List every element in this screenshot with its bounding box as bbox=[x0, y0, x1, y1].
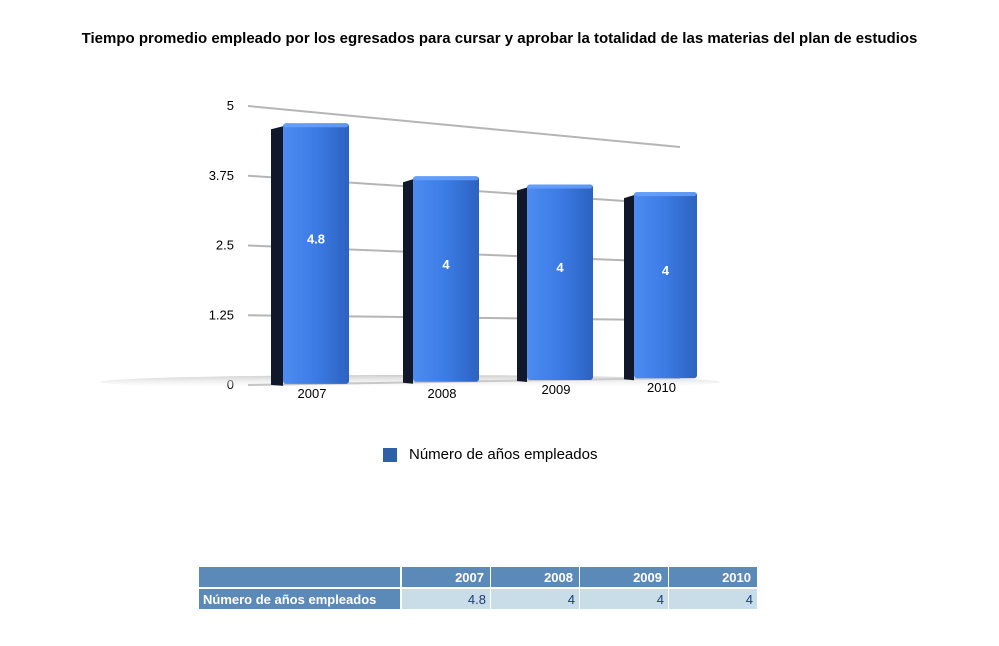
data-table: 2007 2008 2009 2010 Número de años emple… bbox=[199, 567, 758, 609]
bar-side bbox=[403, 179, 413, 384]
bar-side bbox=[624, 195, 634, 381]
x-tick-label: 2008 bbox=[428, 386, 457, 401]
bar-2009: 4 bbox=[517, 184, 593, 382]
bar-side bbox=[517, 187, 527, 382]
legend-label: Número de años empleados bbox=[409, 446, 598, 463]
chart-title: Tiempo promedio empleado por los egresad… bbox=[81, 30, 918, 47]
bar-front bbox=[413, 176, 479, 382]
bar-2007: 4.8 bbox=[271, 123, 349, 386]
table-row-label: Número de años empleados bbox=[199, 587, 402, 609]
table-cell-2009: 4 bbox=[579, 587, 669, 609]
gridline bbox=[247, 105, 681, 148]
bar-top bbox=[635, 192, 696, 197]
data-label: 4 bbox=[556, 260, 564, 275]
bar-top bbox=[284, 123, 348, 128]
data-label: 4.8 bbox=[307, 232, 325, 247]
x-tick-label: 2009 bbox=[542, 382, 571, 397]
y-tick-label: 5 bbox=[227, 98, 234, 113]
table-header-row: 2007 2008 2009 2010 bbox=[199, 567, 758, 588]
table-header-2008: 2008 bbox=[490, 567, 580, 588]
table-row: Número de años empleados 4.8 4 4 4 bbox=[199, 587, 758, 609]
table-cell-2008: 4 bbox=[490, 587, 580, 609]
x-tick-label: 2010 bbox=[647, 380, 676, 395]
bar-front bbox=[634, 192, 697, 379]
table-header-2007: 2007 bbox=[401, 567, 491, 588]
data-label: 4 bbox=[662, 263, 670, 278]
bar-2008: 4 bbox=[403, 176, 479, 384]
bar-front bbox=[527, 184, 593, 380]
table-cell-2010: 4 bbox=[668, 587, 758, 609]
table-corner bbox=[199, 567, 402, 588]
y-tick-label: 2.5 bbox=[216, 238, 234, 253]
bar-front bbox=[283, 123, 349, 384]
chart-legend: Número de años empleados bbox=[383, 446, 597, 463]
table-cell-2007: 4.8 bbox=[401, 587, 491, 609]
bar-top bbox=[414, 176, 478, 181]
data-label: 4 bbox=[442, 257, 450, 272]
bar-side bbox=[271, 126, 283, 386]
y-tick-label: 1.25 bbox=[209, 307, 234, 322]
bar-2010: 4 bbox=[624, 192, 697, 381]
bar-top bbox=[528, 184, 592, 189]
table-header-2010: 2010 bbox=[668, 567, 758, 588]
legend-swatch bbox=[383, 447, 397, 462]
table-header-2009: 2009 bbox=[579, 567, 669, 588]
y-tick-label: 3.75 bbox=[209, 168, 234, 183]
x-tick-label: 2007 bbox=[298, 386, 327, 401]
